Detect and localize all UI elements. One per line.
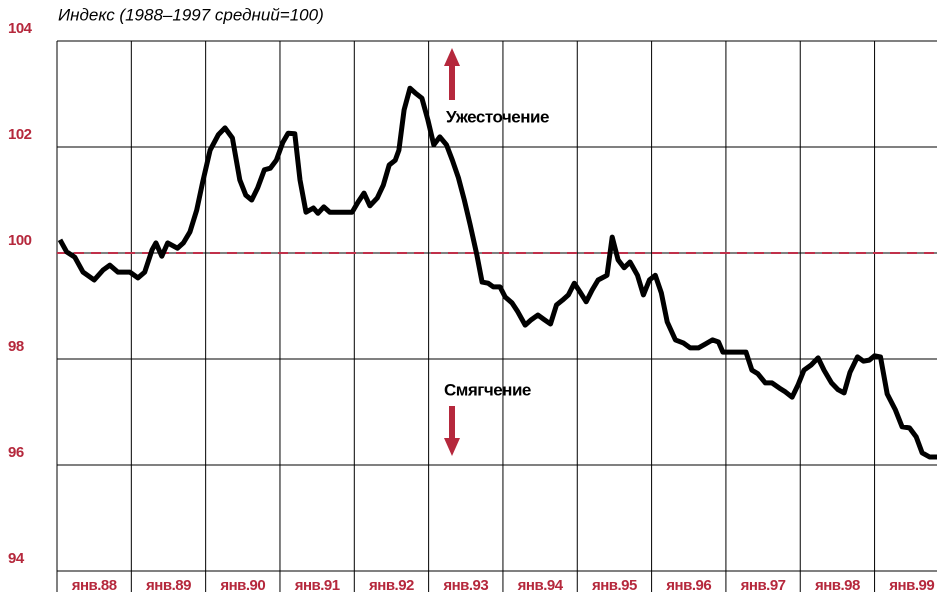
chart-title: Индекс (1988–1997 средний=100) (58, 5, 324, 24)
annotation: Ужесточение (446, 107, 549, 126)
y-tick-label: 96 (8, 444, 24, 461)
y-tick-label: 104 (8, 20, 33, 37)
y-tick-label: 98 (8, 338, 24, 355)
y-tick-label: 100 (8, 232, 32, 249)
x-tick-label: янв.96 (666, 577, 711, 594)
x-tick-label: янв.93 (443, 577, 488, 594)
y-tick-label: 102 (8, 126, 32, 143)
x-tick-label: янв.99 (889, 577, 934, 594)
up-arrow (444, 48, 460, 100)
x-tick-label: янв.90 (220, 577, 265, 594)
x-tick-label: янв.92 (369, 577, 414, 594)
data-line (57, 85, 937, 460)
x-tick-label: янв.97 (741, 577, 786, 594)
x-tick-label: янв.91 (295, 577, 340, 594)
x-tick-label: янв.88 (72, 577, 117, 594)
x-tick-label: янв.94 (518, 577, 564, 594)
y-tick-label: 94 (8, 550, 25, 567)
down-arrow (444, 406, 460, 456)
x-tick-label: янв.89 (146, 577, 191, 594)
x-tick-label: янв.95 (592, 577, 637, 594)
x-tick-label: янв.98 (815, 577, 860, 594)
annotation: Смягчение (444, 380, 531, 399)
